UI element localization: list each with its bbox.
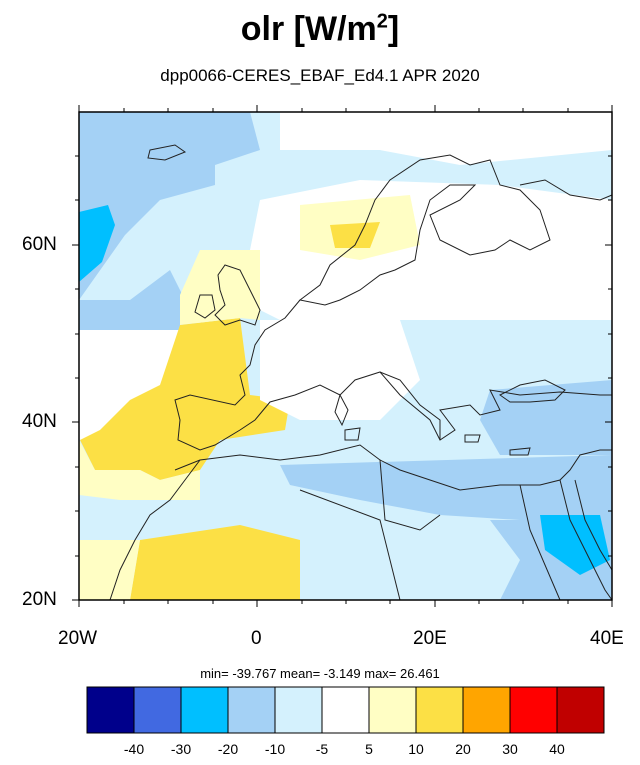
colorbar-swatch <box>509 686 558 734</box>
olr-field <box>79 112 612 600</box>
colorbar-swatch <box>321 686 370 734</box>
colorbar-swatch <box>133 686 182 734</box>
colorbar-tick-label: 5 <box>365 741 373 757</box>
lat-label-40n: 40N <box>22 411 57 432</box>
lat-label-20n: 20N <box>22 589 57 610</box>
colorbar <box>86 686 605 734</box>
colorbar-swatch <box>274 686 323 734</box>
colorbar-swatch <box>415 686 464 734</box>
lon-ticks <box>78 105 613 607</box>
lat-label-60n: 60N <box>22 234 57 255</box>
colorbar-swatch <box>227 686 276 734</box>
lon-label-40e: 40E <box>590 628 624 649</box>
colorbar-tick-label: -40 <box>123 741 145 757</box>
colorbar-swatch <box>180 686 229 734</box>
colorbar-swatch <box>86 686 135 734</box>
lon-label-0: 0 <box>251 628 262 649</box>
colorbar-tick-label: -20 <box>217 741 239 757</box>
coastlines <box>109 144 613 601</box>
summary-stats: min= -39.767 mean= -3.149 max= 26.461 <box>200 666 440 681</box>
lon-label-20w: 20W <box>58 628 98 649</box>
colorbar-tick-label: 20 <box>455 741 471 757</box>
colorbar-swatch <box>556 686 605 734</box>
colorbar-tick-label: -5 <box>315 741 329 757</box>
colorbar-swatch <box>368 686 417 734</box>
colorbar-tick-label: -10 <box>264 741 286 757</box>
colorbar-tick-label: -30 <box>170 741 192 757</box>
colorbar-tick-label: 10 <box>408 741 424 757</box>
map-subtitle: dpp0066-CERES_EBAF_Ed4.1 APR 2020 <box>160 66 480 85</box>
lat-ticks <box>72 155 612 601</box>
colorbar-swatch <box>462 686 511 734</box>
colorbar-tick-label: 30 <box>502 741 518 757</box>
lon-label-20e: 20E <box>413 628 447 649</box>
map-title: olr [W/m2] <box>240 10 400 48</box>
colorbar-tick-label: 40 <box>549 741 565 757</box>
